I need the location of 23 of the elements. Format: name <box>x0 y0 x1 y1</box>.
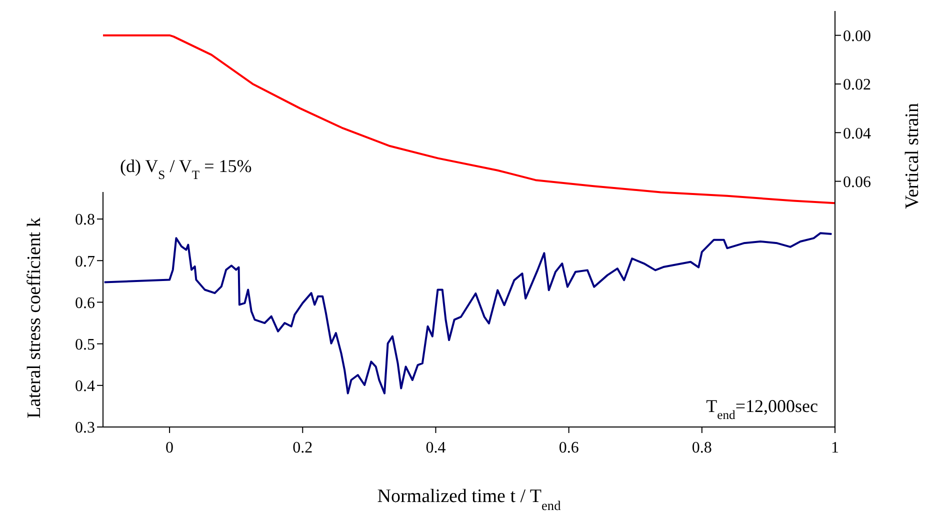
annotation: T$_{end}$=12,000sec <box>706 396 818 422</box>
x-tick-label: 0.6 <box>558 439 579 456</box>
text: (d) V$_{S}$ / V$_{T}$ = 15% <box>120 156 252 182</box>
y2-axis-title: Vertical strain <box>902 102 923 210</box>
x-tick-label: 0.8 <box>692 439 712 456</box>
y2-tick-label: 0.06 <box>843 174 871 191</box>
y2-tick-label: 0.00 <box>843 28 871 46</box>
y-tick-label: 0.5 <box>75 336 95 354</box>
y2-tick-label: 0.02 <box>843 76 871 94</box>
x-tick-label: 0 <box>166 439 174 456</box>
x-tick-label: 1 <box>831 439 839 456</box>
y-tick-label: 0.7 <box>75 253 95 270</box>
y-tick-label: 0.4 <box>75 378 95 396</box>
y2-tick-label: 0.04 <box>843 125 871 142</box>
y-tick-label: 0.8 <box>75 212 95 229</box>
y-tick-label: 0.3 <box>75 420 95 437</box>
x-tick-label: 0.4 <box>426 439 446 456</box>
x-axis-title: Normalized time t / T$_{end}$ <box>377 486 562 512</box>
line-series <box>103 232 833 394</box>
y-axis-title: Lateral stress coefficient k <box>24 217 45 418</box>
x-tick-label: 0.2 <box>292 439 313 456</box>
y-tick-label: 0.6 <box>75 294 95 312</box>
line-series <box>103 34 835 204</box>
